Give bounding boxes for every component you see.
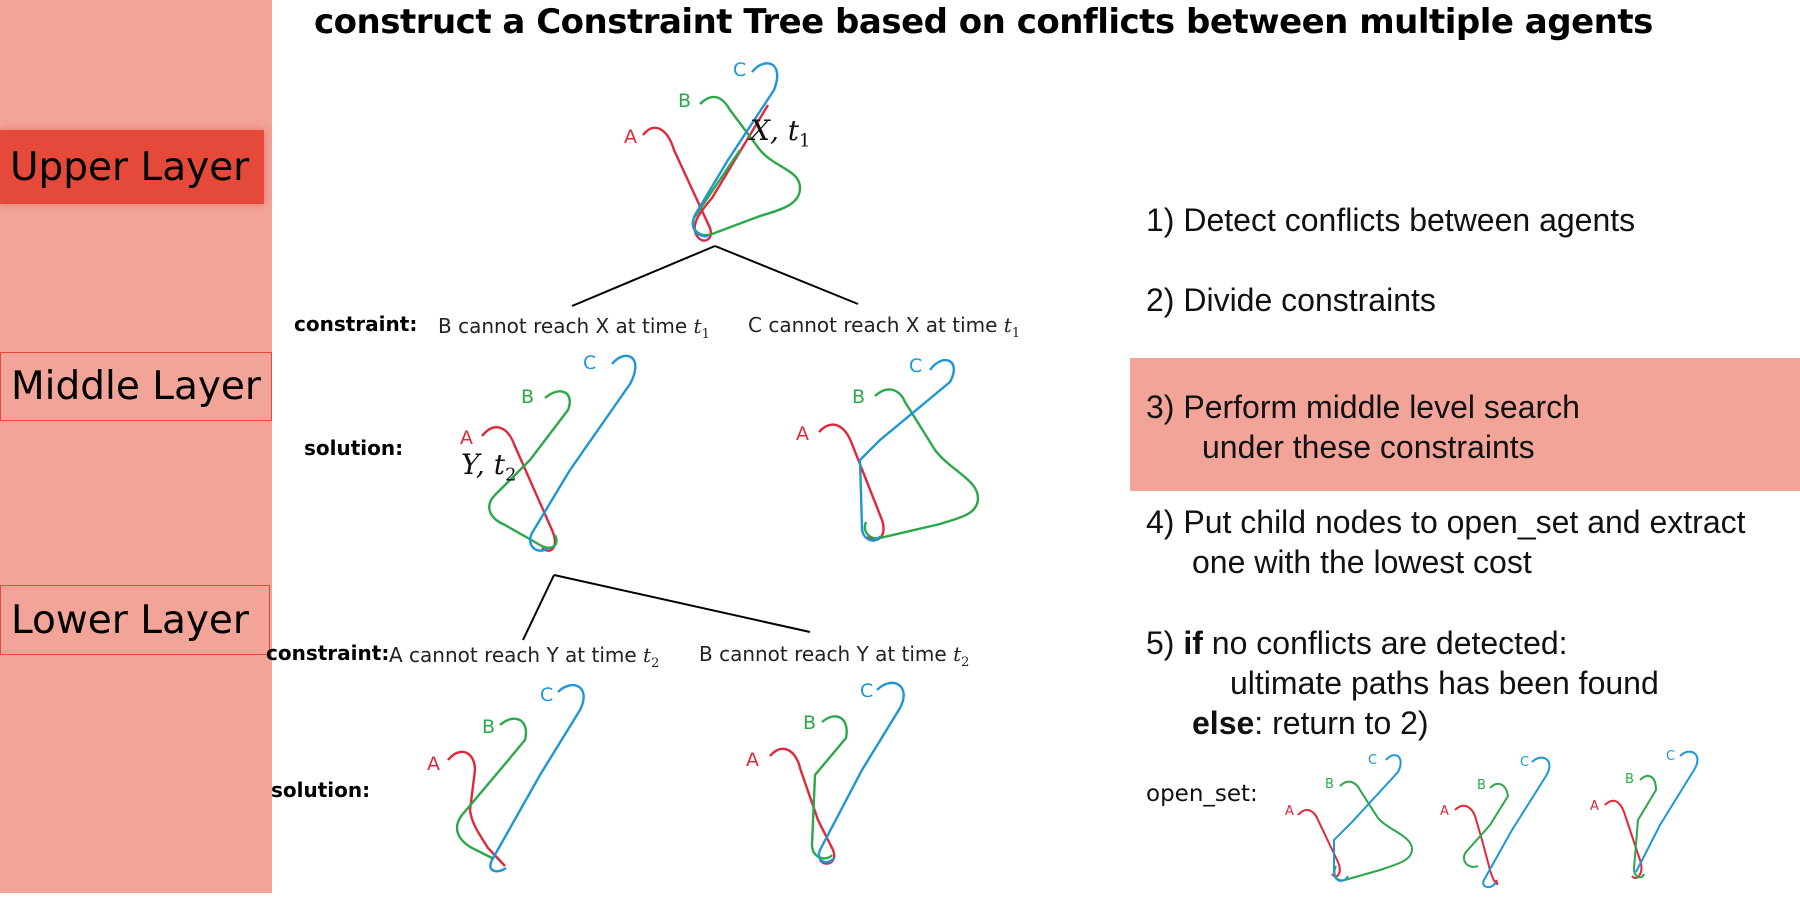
constraint-label-middle: constraint: <box>294 312 418 336</box>
agent-c-label: C <box>1666 749 1675 764</box>
agent-a-label: A <box>1440 804 1449 819</box>
agent-c-label: C <box>733 59 746 81</box>
lower-right-node-paths: A B C <box>746 680 905 865</box>
lower-left-node-paths: A B C <box>427 683 585 873</box>
agent-b-label: B <box>852 386 865 408</box>
agent-c-label: C <box>583 352 596 374</box>
root-node-paths: A B C <box>624 59 802 242</box>
agent-c-label: C <box>540 684 553 706</box>
agent-a-label: A <box>460 427 473 449</box>
tree-edge-mid-left <box>522 574 555 641</box>
page-title: construct a Constraint Tree based on con… <box>314 2 1653 42</box>
lower-layer-label: Lower Layer <box>0 585 270 655</box>
step-5: 5) if no conflicts are detected: ultimat… <box>1146 625 1659 741</box>
agent-c-label: C <box>860 680 873 702</box>
agent-b-label: B <box>803 712 816 734</box>
open-set-node-3: A B C <box>1590 749 1699 879</box>
constraint-low-right: B cannot reach Y at time t2 <box>699 642 970 670</box>
step-1: 1) Detect conflicts between agents <box>1146 202 1636 238</box>
conflict-y-label: Y, t2 <box>461 448 517 486</box>
agent-c-label: C <box>1368 753 1377 768</box>
agent-b-label: B <box>1477 778 1486 793</box>
agent-b-label: B <box>1325 777 1334 792</box>
agent-b-label: B <box>1625 772 1634 787</box>
agent-a-label: A <box>796 423 809 445</box>
constraint-mid-left: B cannot reach X at time t1 <box>438 314 710 342</box>
middle-left-node-paths: A B C <box>460 352 637 552</box>
middle-right-node-paths: A B C <box>796 355 980 542</box>
agent-b-label: B <box>678 90 691 112</box>
open-set-node-2: A B C <box>1440 755 1551 888</box>
step-2: 2) Divide constraints <box>1146 282 1436 318</box>
upper-layer-label: Upper Layer <box>0 130 264 204</box>
agent-b-label: B <box>521 386 534 408</box>
conflict-x-label: X, t1 <box>750 114 811 152</box>
solution-label-middle: solution: <box>304 436 404 460</box>
agent-b-label: B <box>482 716 495 738</box>
step-4: 4) Put child nodes to open_set and extra… <box>1146 504 1746 580</box>
tree-edge-mid-right <box>553 574 811 633</box>
agent-a-label: A <box>1590 799 1599 814</box>
tree-edge-root-left <box>571 245 716 307</box>
agent-a-label: A <box>624 126 637 148</box>
step-3: 3) Perform middle level search under the… <box>1146 389 1580 465</box>
tree-edge-root-right <box>714 245 859 305</box>
solution-label-lower: solution: <box>271 778 371 802</box>
open-set-label: open_set: <box>1146 781 1258 807</box>
agent-c-label: C <box>909 355 922 377</box>
agent-a-label: A <box>746 749 759 771</box>
constraint-low-left: A cannot reach Y at time t2 <box>389 643 660 671</box>
open-set-node-1: A B C <box>1285 753 1413 882</box>
agent-a-label: A <box>1285 804 1294 819</box>
constraint-mid-right: C cannot reach X at time t1 <box>748 313 1021 341</box>
constraint-label-lower: constraint: <box>266 641 390 665</box>
step-3-highlight <box>1130 358 1800 491</box>
middle-layer-label: Middle Layer <box>0 352 272 421</box>
agent-c-label: C <box>1520 755 1529 770</box>
agent-a-label: A <box>427 753 440 775</box>
